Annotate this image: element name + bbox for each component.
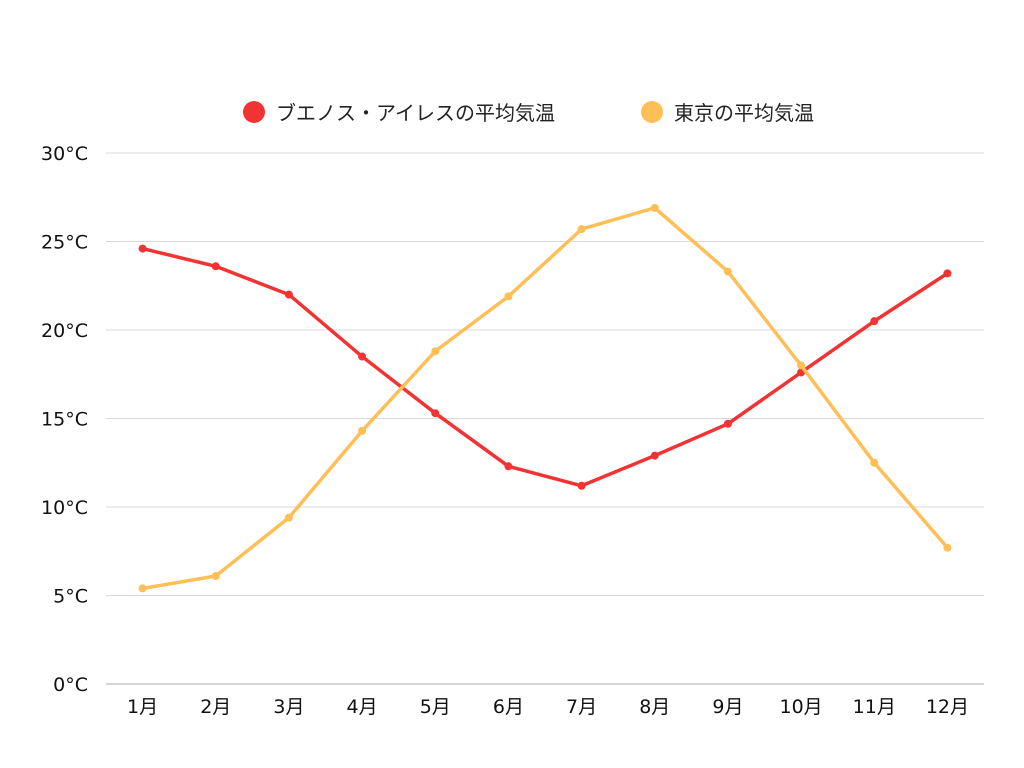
data-point [431, 347, 440, 356]
x-tick-label: 5月 [420, 696, 451, 718]
y-tick-label: 25°C [41, 232, 88, 254]
data-point [284, 513, 293, 522]
legend-marker-tokyo [641, 101, 663, 123]
data-point [650, 451, 659, 460]
x-axis: 1月 2月 3月 4月 5月 6月 7月 8月 9月 10月 11月 12月 [106, 683, 984, 718]
data-point [650, 203, 659, 212]
data-point [723, 267, 732, 276]
grid [106, 152, 984, 596]
series-line-1 [140, 206, 950, 591]
legend-label-tokyo: 東京の平均気温 [674, 101, 814, 125]
data-point [577, 481, 586, 490]
series-layer [138, 203, 952, 593]
series-1 [138, 203, 952, 593]
data-point [943, 269, 952, 278]
legend-label-buenos-aires: ブエノス・アイレスの平均気温 [276, 101, 555, 125]
data-point [358, 426, 367, 435]
y-tick-label: 30°C [41, 143, 88, 165]
x-tick-label: 8月 [639, 696, 670, 718]
x-tick-label: 2月 [200, 696, 231, 718]
x-tick-label: 12月 [926, 696, 969, 718]
x-tick-label: 4月 [347, 696, 378, 718]
data-point [504, 292, 513, 301]
data-point [870, 458, 879, 467]
legend-item-tokyo: 東京の平均気温 [641, 101, 814, 125]
data-point [577, 225, 586, 234]
data-point [504, 462, 513, 471]
series-line-0 [140, 246, 950, 488]
y-axis: 0°C 5°C 10°C 15°C 20°C 25°C 30°C [41, 143, 88, 696]
x-tick-label: 7月 [566, 696, 597, 718]
data-point [138, 584, 147, 593]
data-point [723, 419, 732, 428]
x-tick-label: 11月 [853, 696, 896, 718]
data-point [211, 572, 220, 581]
data-point [870, 317, 879, 326]
data-point [284, 290, 293, 299]
y-tick-label: 10°C [41, 497, 88, 519]
data-point [431, 409, 440, 418]
y-tick-label: 15°C [41, 409, 88, 431]
data-point [797, 361, 806, 370]
legend-item-buenos-aires: ブエノス・アイレスの平均気温 [243, 101, 555, 125]
legend-marker-buenos-aires [243, 101, 265, 123]
x-tick-label: 10月 [779, 696, 822, 718]
data-point [358, 352, 367, 361]
series-0 [138, 244, 952, 490]
x-tick-label: 9月 [712, 696, 743, 718]
x-tick-label: 1月 [127, 696, 158, 718]
legend: ブエノス・アイレスの平均気温 東京の平均気温 [243, 101, 814, 125]
data-point [943, 543, 952, 552]
x-tick-label: 6月 [493, 696, 524, 718]
x-tick-label: 3月 [273, 696, 304, 718]
data-point [211, 262, 220, 271]
y-tick-label: 0°C [53, 674, 88, 696]
y-tick-label: 20°C [41, 320, 88, 342]
data-point [138, 244, 147, 253]
y-tick-label: 5°C [53, 586, 88, 608]
